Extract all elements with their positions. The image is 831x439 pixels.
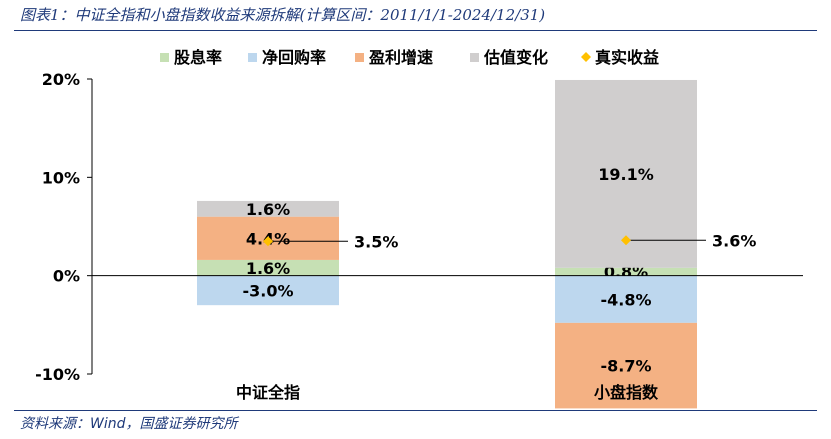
y-tick-label: -10% — [35, 365, 80, 384]
bar-segment — [197, 275, 339, 306]
data-label: 1.6% — [246, 200, 290, 219]
legend-swatch — [355, 53, 364, 62]
y-tick-label: 10% — [42, 168, 80, 187]
stacked-bar-chart: -10%0%10%20%1.6%-3.0%4.4%1.6%中证全指0.8%-4.… — [35, 48, 803, 409]
total-marker — [621, 235, 631, 246]
total-marker — [263, 236, 273, 247]
total-label: 3.5% — [354, 232, 398, 251]
total-label: 3.6% — [712, 231, 756, 250]
chart-title: 图表1：中证全指和小盘指数收益来源拆解(计算区间：2011/1/1-2024/1… — [20, 6, 546, 24]
bar-segment — [197, 259, 339, 276]
legend-label: 盈利增速 — [368, 48, 433, 67]
bar-segment — [555, 267, 697, 276]
legend-label: 净回购率 — [262, 48, 326, 67]
data-label: -4.8% — [600, 290, 651, 309]
data-label: -8.7% — [600, 357, 651, 376]
x-tick-label: 小盘指数 — [594, 383, 659, 402]
x-tick-label: 中证全指 — [236, 383, 300, 402]
bar-segment — [197, 200, 339, 217]
legend-swatch — [470, 53, 479, 62]
title-rule — [14, 30, 817, 31]
data-label: -3.0% — [242, 281, 293, 300]
legend-label: 估值变化 — [483, 48, 548, 67]
legend-marker — [581, 52, 591, 62]
y-tick-label: 20% — [42, 70, 80, 89]
legend-label: 真实收益 — [595, 48, 659, 67]
legend-label: 股息率 — [174, 48, 222, 67]
source-note: 资料来源：Wind，国盛证券研究所 — [20, 416, 238, 432]
legend-swatch — [160, 53, 169, 62]
bar-segment — [555, 322, 697, 409]
source-rule — [14, 410, 817, 411]
data-label: 1.6% — [246, 259, 290, 278]
data-label: 19.1% — [598, 165, 654, 184]
y-tick-label: 0% — [53, 267, 80, 286]
legend-swatch — [248, 53, 257, 62]
bar-segment — [555, 275, 697, 323]
